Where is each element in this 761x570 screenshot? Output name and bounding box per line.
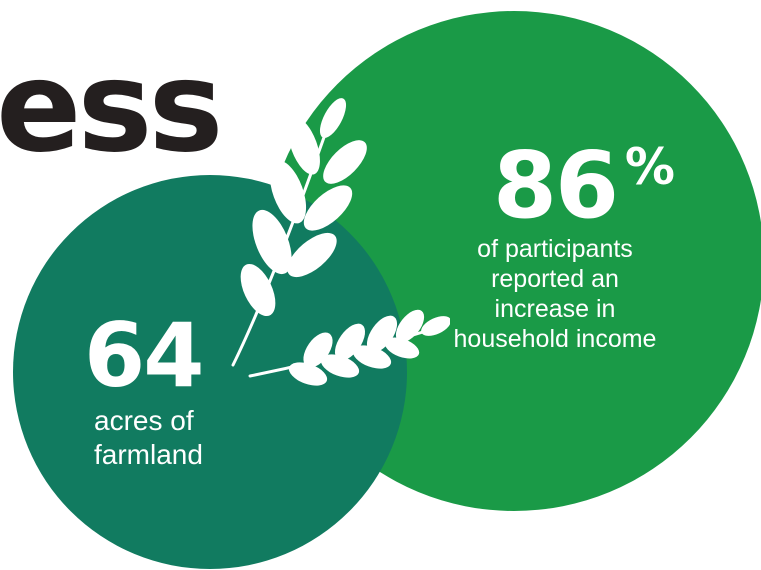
household-income-figure: 86 % (493, 140, 675, 232)
caption-line: farmland (94, 439, 203, 470)
caption-line: household income (453, 325, 657, 353)
farmland-value: 64 (84, 304, 204, 407)
caption-line: acres of (94, 405, 194, 436)
caption-line: increase in (494, 295, 616, 323)
household-income-caption: of participants reported an increase in … (420, 234, 690, 354)
headline-fragment: ess (0, 33, 223, 180)
household-income-value: 86 (492, 132, 619, 239)
caption-line: reported an (491, 265, 619, 293)
caption-line: of participants (477, 235, 633, 263)
percent-sign: % (624, 138, 676, 196)
farmland-stat: 64 acres of farmland (84, 312, 284, 472)
household-income-stat: 86 % of participants reported an increas… (420, 140, 690, 354)
wheat-icon (231, 98, 450, 386)
farmland-caption: acres of farmland (94, 404, 284, 472)
